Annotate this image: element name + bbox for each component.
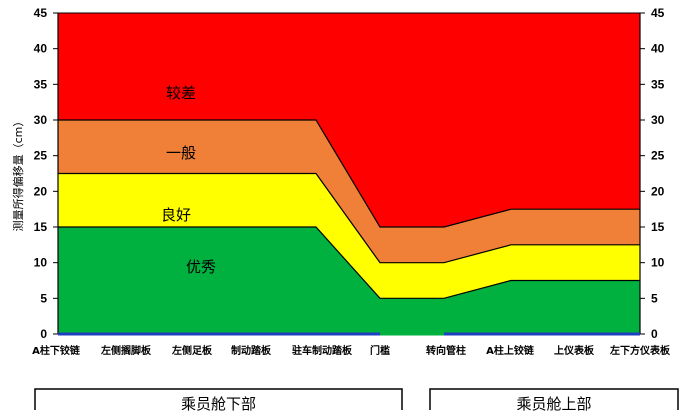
category-label: 左侧搁脚板 xyxy=(100,344,152,357)
zone-label: 较差 xyxy=(166,84,196,102)
y-tick-label-right: 5 xyxy=(651,291,658,305)
group-label: 乘员舱下部 xyxy=(181,395,256,413)
y-tick-label-right: 25 xyxy=(651,149,665,163)
category-label: 转向管柱 xyxy=(426,344,466,357)
y-tick-label-right: 0 xyxy=(651,327,658,341)
group-bracket xyxy=(429,388,679,410)
y-tick-label-left: 45 xyxy=(34,6,48,20)
category-label: 制动踏板 xyxy=(231,344,272,357)
category-label: 左侧足板 xyxy=(171,344,213,357)
zone-label: 优秀 xyxy=(186,258,216,276)
category-label: 左下方仪表板 xyxy=(609,344,671,357)
y-tick-label-right: 15 xyxy=(651,220,665,234)
y-tick-label-left: 35 xyxy=(34,77,48,91)
zone-label: 一般 xyxy=(166,144,196,162)
category-label: A柱上铰链 xyxy=(486,344,535,357)
zone-0 xyxy=(58,227,640,334)
y-tick-label-left: 25 xyxy=(34,149,48,163)
y-axis-label: 测量所得偏移量（cm） xyxy=(11,116,25,232)
y-tick-label-left: 0 xyxy=(40,327,47,341)
y-tick-label-right: 45 xyxy=(651,6,665,20)
y-tick-label-left: 10 xyxy=(34,256,48,270)
y-tick-label-left: 40 xyxy=(34,42,48,56)
zones-layer xyxy=(58,13,640,334)
y-tick-label-right: 40 xyxy=(651,42,665,56)
labels-layer: 测量所得偏移量（cm） A柱下铰链 左侧搁脚板 左侧足板 制动踏板 驻车制动踏板 门槛 转向管… xyxy=(11,84,679,413)
axes-layer: 0 0 5 5 10 10 15 15 20 20 25 25 30 30 35 35 40 40 45 45 xyxy=(34,6,665,341)
category-label: 上仪表板 xyxy=(554,344,595,357)
zone-boundary-2 xyxy=(58,119,640,228)
y-tick-label-right: 30 xyxy=(651,113,665,127)
group-bracket xyxy=(34,388,403,410)
zone-label: 良好 xyxy=(161,206,191,224)
y-tick-label-left: 30 xyxy=(34,113,48,127)
y-tick-label-left: 5 xyxy=(40,291,47,305)
y-tick-label-left: 20 xyxy=(34,184,48,198)
zone-boundary-0 xyxy=(58,226,640,299)
y-tick-label-right: 10 xyxy=(651,256,665,270)
category-label: A柱下铰链 xyxy=(32,344,81,357)
category-label: 门槛 xyxy=(370,344,390,357)
category-label: 驻车制动踏板 xyxy=(292,344,353,357)
y-tick-label-left: 15 xyxy=(34,220,48,234)
zone-boundary-1 xyxy=(58,172,640,264)
y-tick-label-right: 35 xyxy=(651,77,665,91)
group-label: 乘员舱上部 xyxy=(516,395,591,413)
y-tick-label-right: 20 xyxy=(651,184,665,198)
